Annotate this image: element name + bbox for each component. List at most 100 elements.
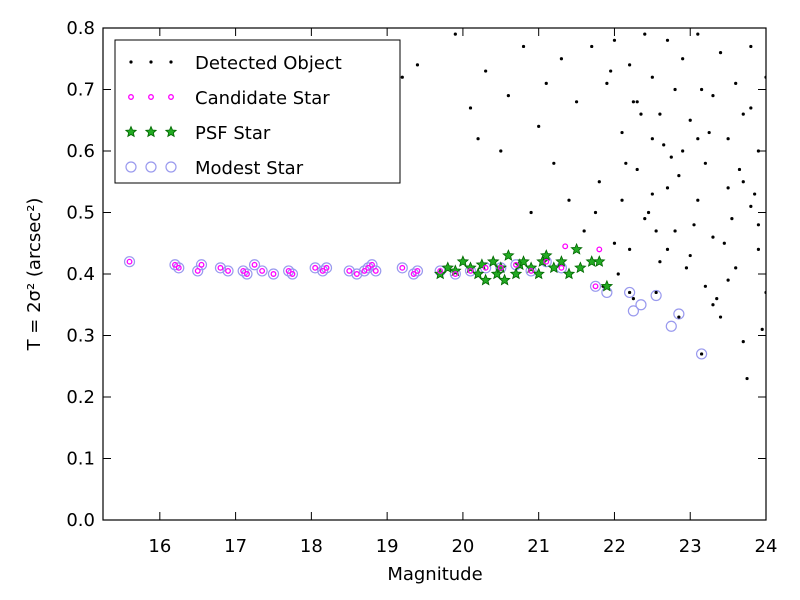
- y-tick-label: 0.7: [66, 80, 95, 101]
- detected-point: [650, 75, 654, 79]
- x-tick-label: 18: [300, 536, 323, 557]
- detected-point: [650, 192, 654, 196]
- detected-point: [688, 253, 692, 258]
- detected-point: [722, 241, 726, 245]
- modest-point: [241, 268, 253, 280]
- candidate-point: [175, 264, 182, 271]
- detected-point: [506, 94, 510, 98]
- psf-point: [570, 242, 583, 255]
- detected-point: [726, 186, 730, 190]
- detected-point: [650, 137, 654, 141]
- detected-point: [628, 63, 632, 67]
- detected-point: [665, 38, 670, 42]
- y-axis-label: T = 2σ² (arcsec²): [24, 198, 45, 352]
- modest-point: [362, 262, 374, 274]
- detected-point: [669, 155, 673, 159]
- detected-point: [631, 297, 636, 301]
- detected-point: [616, 272, 620, 276]
- detected-point: [749, 44, 753, 49]
- detected-point: [711, 94, 715, 98]
- modest-point: [237, 265, 249, 277]
- y-tick-label: 0.6: [66, 141, 95, 162]
- modest-point: [408, 268, 420, 280]
- detected-point: [749, 106, 753, 110]
- psf-point: [164, 125, 178, 138]
- psf-point: [479, 273, 492, 286]
- candidate-point: [482, 264, 489, 271]
- candidate-point: [128, 94, 134, 100]
- detected-point: [711, 303, 715, 307]
- modest-point: [650, 289, 662, 302]
- candidate-point: [467, 267, 474, 274]
- modest-point: [366, 259, 378, 271]
- y-tick-label: 0.3: [66, 326, 95, 347]
- candidate-point: [148, 94, 154, 100]
- legend-label: Modest Star: [195, 158, 304, 179]
- detected-point: [658, 112, 662, 116]
- candidate-point: [399, 264, 406, 271]
- detected-point: [631, 100, 636, 104]
- candidate-point: [558, 264, 565, 271]
- detected-point: [673, 87, 677, 92]
- detected-point: [718, 51, 723, 55]
- detected-point: [749, 204, 753, 208]
- detected-point: [756, 247, 761, 251]
- psf-point: [487, 255, 500, 267]
- detected-point: [692, 223, 696, 227]
- modest-point: [317, 265, 329, 277]
- detected-point: [703, 284, 707, 288]
- modest-point: [589, 280, 602, 292]
- candidate-point: [562, 243, 569, 250]
- psf-point: [502, 249, 515, 261]
- detected-point: [756, 223, 761, 227]
- candidate-point: [168, 94, 174, 100]
- detected-point: [718, 315, 723, 319]
- candidate-point: [592, 283, 599, 290]
- psf-point: [574, 261, 587, 274]
- modest-point: [695, 348, 708, 360]
- candidate-point: [172, 261, 178, 268]
- legend-label: Detected Object: [195, 53, 342, 74]
- detected-point: [681, 57, 685, 61]
- candidate-point: [259, 267, 266, 274]
- detected-point: [711, 235, 715, 239]
- detected-point: [696, 198, 700, 202]
- detected-point: [635, 100, 639, 104]
- psf-point: [144, 125, 158, 138]
- modest-point: [145, 161, 157, 173]
- candidate-point: [312, 264, 319, 271]
- detected-point: [760, 327, 764, 331]
- modest-point: [627, 305, 640, 317]
- legend-label: PSF Star: [195, 123, 271, 144]
- detected-point: [400, 75, 404, 79]
- detected-point: [734, 81, 738, 85]
- psf-point: [509, 267, 523, 280]
- detected-point: [753, 192, 757, 196]
- psf-point: [498, 273, 511, 286]
- detected-point: [715, 297, 719, 301]
- detected-point: [537, 124, 541, 128]
- detected-point: [688, 118, 692, 122]
- detected-point: [707, 130, 711, 135]
- detected-point: [639, 112, 643, 116]
- candidate-point: [497, 264, 504, 271]
- candidate-point: [217, 264, 224, 271]
- detected-point: [499, 149, 503, 153]
- detected-point: [612, 241, 617, 245]
- detected-point: [658, 260, 662, 264]
- detected-point: [741, 180, 745, 184]
- detected-point: [521, 44, 526, 49]
- detected-point: [582, 229, 586, 233]
- psf-point: [524, 261, 538, 274]
- psf-point: [124, 125, 138, 138]
- y-tick-label: 0.8: [66, 18, 95, 39]
- modest-point: [396, 262, 408, 274]
- candidate-point: [346, 267, 353, 274]
- detected-point: [730, 217, 734, 221]
- detected-point: [567, 198, 571, 202]
- detected-point: [468, 106, 473, 110]
- candidate-point: [369, 261, 375, 268]
- modest-point: [370, 265, 382, 277]
- detected-point: [593, 210, 598, 215]
- detected-point: [476, 137, 480, 141]
